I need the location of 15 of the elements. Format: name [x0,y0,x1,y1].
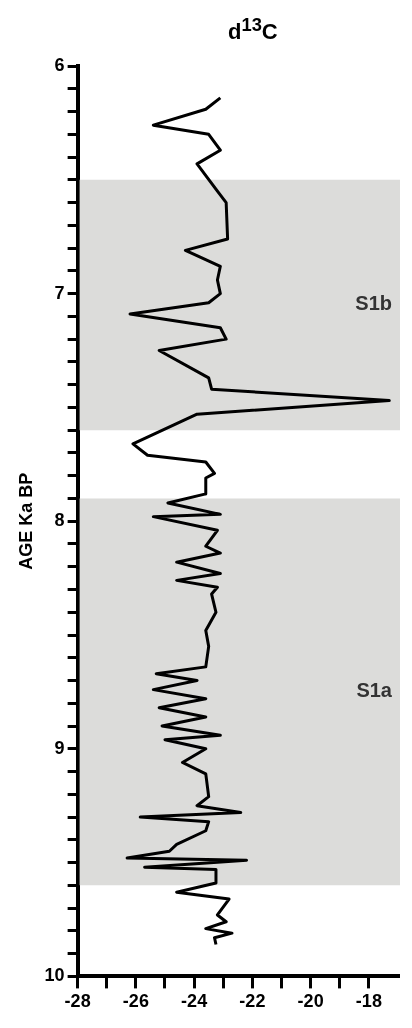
band-label: S1b [355,292,392,315]
x-tick-label: -28 [64,991,91,1012]
x-tick-label: -22 [239,991,266,1012]
y-tick-label: 7 [54,282,65,303]
chart-title: d$^{13}$C [228,14,278,46]
x-tick-label: -20 [297,991,324,1012]
y-tick-label: 8 [54,510,65,531]
x-tick-label: -26 [122,991,149,1012]
y-tick-label: 6 [54,54,65,75]
y-axis-title: AGE Ka BP [15,472,36,570]
band-label: S1a [356,679,393,702]
y-tick-label: 10 [44,965,65,986]
y-tick-label: 9 [54,737,65,758]
x-tick-label: -24 [181,991,208,1012]
x-tick-label: -18 [355,991,382,1012]
